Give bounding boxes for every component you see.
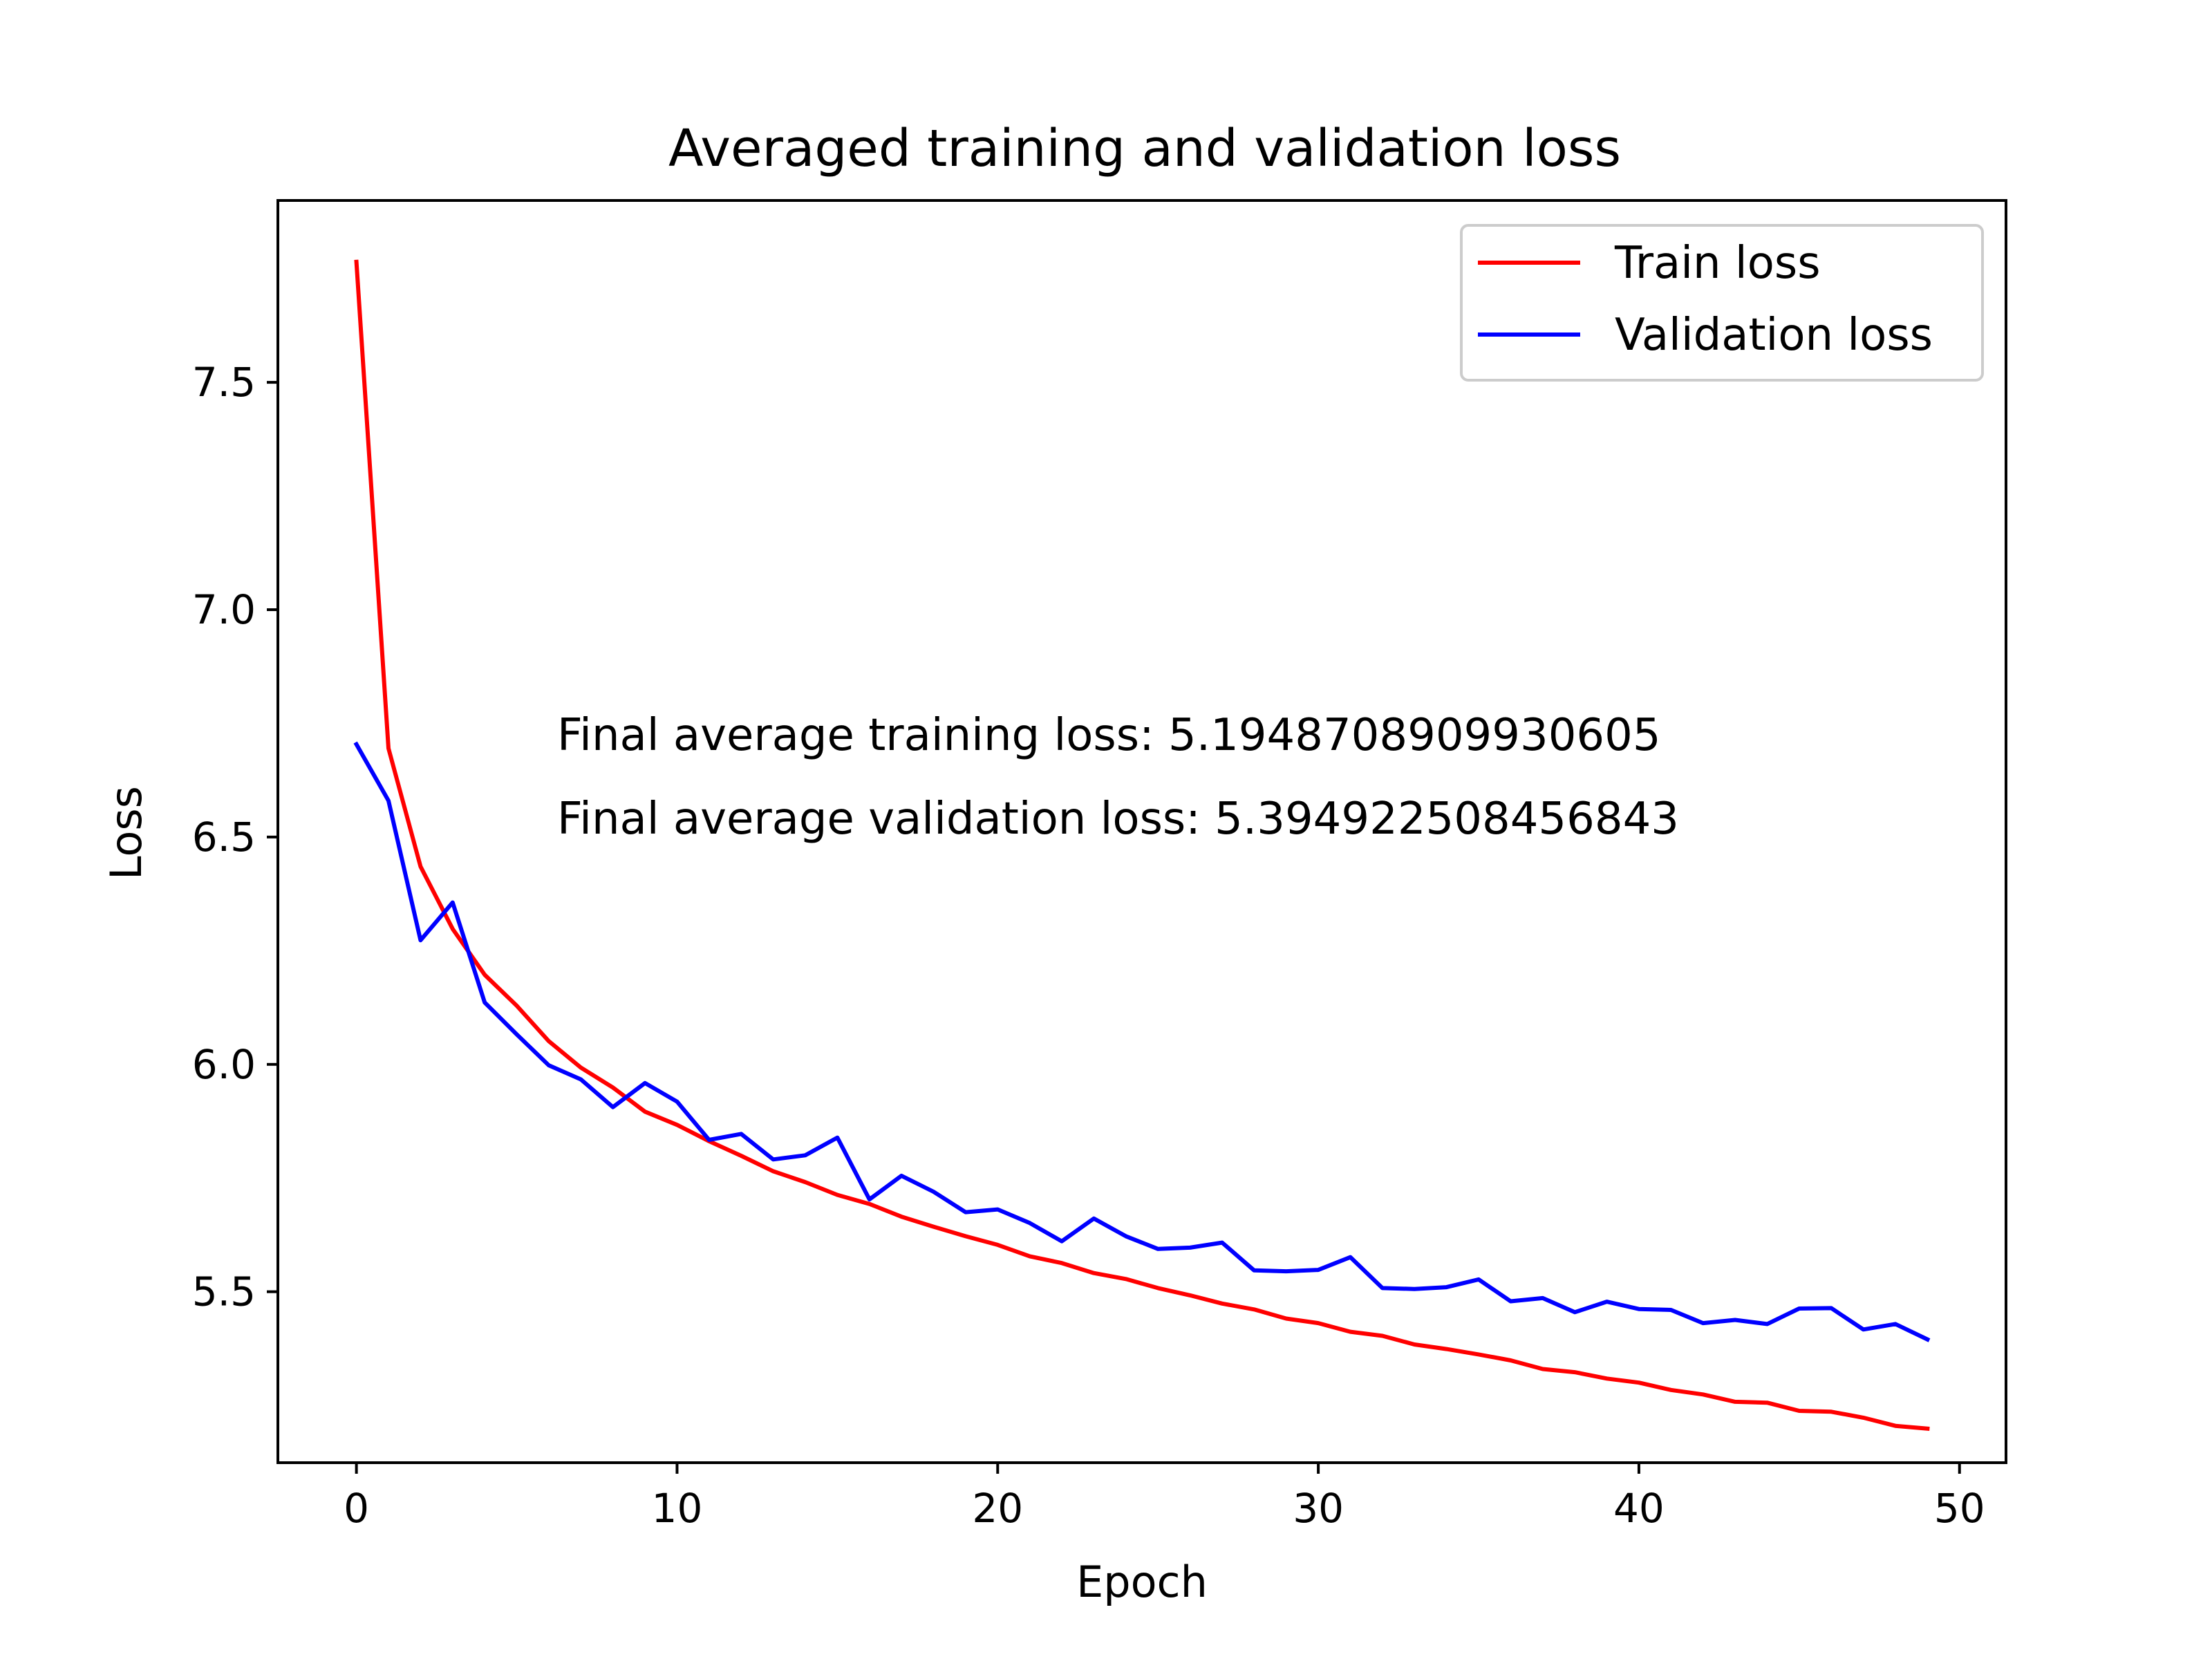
y-tick-label: 7.0 bbox=[192, 586, 256, 633]
x-tick-label: 30 bbox=[1293, 1485, 1344, 1532]
y-tick-label: 7.5 bbox=[192, 359, 256, 406]
y-axis-label: Loss bbox=[101, 786, 151, 880]
x-tick-label: 40 bbox=[1613, 1485, 1665, 1532]
x-tick-label: 20 bbox=[972, 1485, 1023, 1532]
chart-title: Averaged training and validation loss bbox=[668, 119, 1621, 178]
series-line-validation-loss bbox=[353, 741, 1931, 1342]
plot-frame bbox=[276, 199, 2007, 1464]
series-line-train-loss bbox=[354, 259, 1930, 1431]
legend-label-validation-loss: Validation loss bbox=[1615, 310, 1933, 361]
final-train-loss-annotation: Final average training loss: 5.194870890… bbox=[557, 710, 1661, 761]
x-tick-label: 50 bbox=[1934, 1485, 1985, 1532]
x-tick-label: 10 bbox=[652, 1485, 703, 1532]
series-layer bbox=[353, 259, 1931, 1431]
ticks-layer: 0 10 20 30 40 50 5.5 6.0 6.5 7.0 7.5 bbox=[192, 359, 1985, 1532]
x-tick-label: 0 bbox=[344, 1485, 369, 1532]
y-tick-label: 6.0 bbox=[192, 1041, 256, 1088]
legend-label-train-loss: Train loss bbox=[1614, 238, 1821, 289]
legend: Train loss Validation loss bbox=[1460, 224, 1984, 382]
final-validation-loss-annotation: Final average validation loss: 5.3949225… bbox=[557, 794, 1679, 845]
x-axis-label: Epoch bbox=[1076, 1557, 1208, 1607]
y-tick-label: 6.5 bbox=[192, 814, 256, 861]
legend-box bbox=[1460, 224, 1984, 382]
y-tick-label: 5.5 bbox=[192, 1268, 256, 1315]
